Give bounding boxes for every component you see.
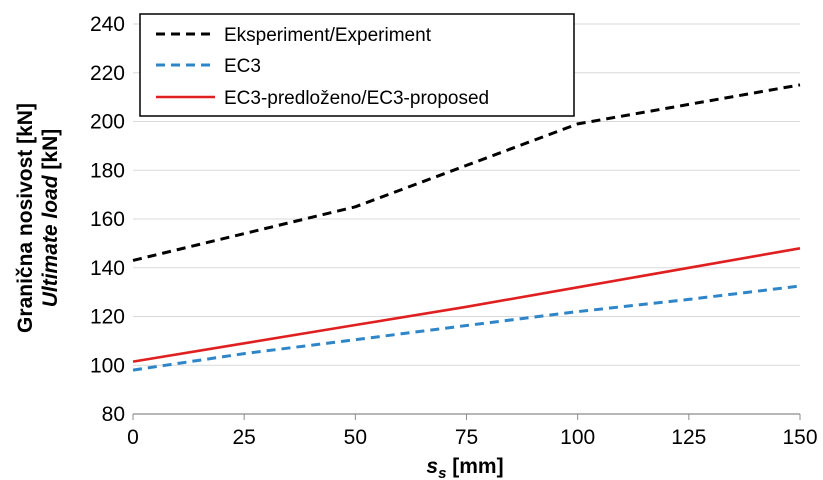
y-tick-180: 180	[90, 159, 125, 182]
legend-label-ec3-proposed: EC3-predloženo/EC3-proposed	[224, 88, 489, 109]
x-tick-150: 150	[782, 426, 817, 449]
y-tick-140: 140	[90, 257, 125, 280]
y-tick-100: 100	[90, 354, 125, 377]
x-tick-125: 125	[671, 426, 706, 449]
x-tick-100: 100	[560, 426, 595, 449]
y-tick-80: 80	[102, 403, 125, 426]
y-axis-title-unit: [kN]	[39, 129, 62, 176]
y-tick-240: 240	[90, 13, 125, 36]
legend-box	[139, 13, 575, 117]
y-tick-labels: 80 100 120 140 160 180 200 220 240	[90, 13, 125, 426]
series-line-ec3-proposed	[132, 247, 801, 363]
legend-label-experiment: Eksperiment/Experiment	[224, 25, 432, 46]
y-tick-220: 220	[90, 62, 125, 85]
legend-label-ec3: EC3	[224, 56, 261, 77]
y-tick-200: 200	[90, 111, 125, 134]
x-tick-labels: 0 25 50 75 100 125 150	[127, 426, 817, 449]
x-tick-75: 75	[455, 426, 478, 449]
y-tick-120: 120	[90, 306, 125, 329]
legend: Eksperiment/Experiment EC3 EC3-predložen…	[139, 13, 575, 117]
x-axis-title-subscript: s	[438, 465, 446, 480]
y-tick-160: 160	[90, 208, 125, 231]
x-axis-title-symbol: s	[426, 455, 438, 478]
series-line-experiment	[132, 83, 801, 262]
x-tick-25: 25	[232, 426, 255, 449]
x-axis-title-unit: [mm]	[446, 455, 503, 478]
x-tick-50: 50	[344, 426, 367, 449]
x-axis-title: ss [mm]	[426, 455, 503, 480]
axes	[132, 413, 801, 420]
y-axis-title-line1: Granična nosivost [kN]	[14, 103, 37, 333]
series-lines	[132, 83, 801, 372]
x-tick-0: 0	[127, 426, 139, 449]
y-axis-title-italic: Ultimate load	[39, 174, 62, 307]
series-line-ec3	[132, 284, 801, 372]
y-axis-title-line2: Ultimate load [kN]	[39, 129, 62, 308]
